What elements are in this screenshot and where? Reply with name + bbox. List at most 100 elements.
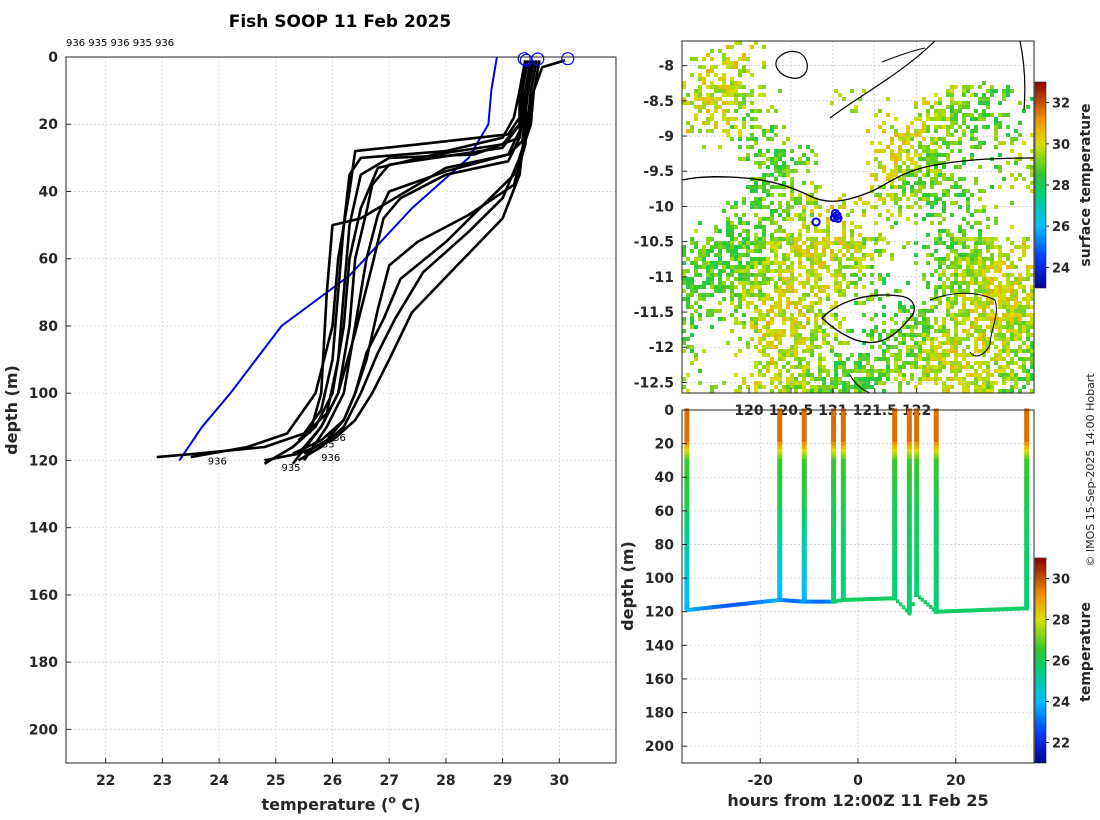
sst-cell xyxy=(826,369,830,373)
sst-cell xyxy=(942,125,946,129)
cast-sample xyxy=(831,502,837,507)
cast-sample xyxy=(840,479,846,483)
sst-cell xyxy=(766,165,770,169)
sst-cell xyxy=(702,121,706,125)
cast-sample xyxy=(684,411,690,416)
sst-cell xyxy=(842,241,846,245)
sst-cell xyxy=(1006,85,1010,89)
cast-sample xyxy=(801,455,807,460)
sst-cell xyxy=(978,297,982,301)
sst-cell xyxy=(1022,241,1026,245)
sst-cell xyxy=(734,321,738,325)
cast-sample xyxy=(1024,418,1030,423)
sst-cell xyxy=(934,269,938,273)
sst-cell xyxy=(982,277,986,281)
sst-cell xyxy=(730,237,734,241)
cast-sample xyxy=(933,593,939,597)
sst-cell xyxy=(754,117,758,121)
sst-cell xyxy=(874,157,878,161)
cast-sample xyxy=(840,418,846,423)
cast-sample xyxy=(1024,576,1030,581)
sst-cell xyxy=(734,89,738,93)
cast-sample xyxy=(684,462,690,466)
cast-sample xyxy=(892,431,898,436)
sst-cell xyxy=(938,297,942,301)
sst-cell xyxy=(686,281,690,285)
sst-cell xyxy=(878,165,882,169)
sst-cell xyxy=(802,305,806,309)
cast-sample xyxy=(801,596,807,601)
sst-cell xyxy=(858,241,862,245)
sst-cell xyxy=(758,197,762,201)
sst-cell xyxy=(910,133,914,137)
sst-cell xyxy=(842,221,846,225)
sst-cell xyxy=(754,245,758,249)
section-y-tick-label: 120 xyxy=(645,605,674,621)
sst-cell xyxy=(970,373,974,377)
sst-cell xyxy=(914,241,918,245)
cast-sample xyxy=(840,539,846,544)
sst-cell xyxy=(814,333,818,337)
sst-cell xyxy=(802,253,806,257)
sst-cell xyxy=(942,113,946,117)
bottom-sample xyxy=(1000,607,1005,612)
cast-sample xyxy=(777,421,783,426)
sst-cell xyxy=(806,317,810,321)
sst-cell xyxy=(794,357,798,361)
sst-cell xyxy=(722,81,726,85)
sst-cell xyxy=(690,277,694,281)
sst-cell xyxy=(774,161,778,165)
sst-cell xyxy=(718,241,722,245)
cast-sample xyxy=(831,542,837,547)
bottom-sample xyxy=(856,597,861,602)
sst-cell xyxy=(1010,289,1014,293)
cast-sample xyxy=(831,515,837,520)
sst-cell xyxy=(762,301,766,305)
cast-sample xyxy=(801,579,807,584)
cast-sample xyxy=(1024,586,1030,591)
sst-cell xyxy=(962,257,966,261)
sst-cell xyxy=(922,101,926,105)
sst-cell xyxy=(962,321,966,325)
cast-sample xyxy=(906,431,912,436)
sst-cell xyxy=(1006,125,1010,129)
sst-cell xyxy=(806,293,810,297)
sst-cell xyxy=(734,269,738,273)
sst-cell xyxy=(862,353,866,357)
cast-sample xyxy=(933,586,939,591)
sst-cell xyxy=(754,293,758,297)
sst-cell xyxy=(958,293,962,297)
sst-cell xyxy=(1014,245,1018,249)
cast-sample xyxy=(933,546,939,550)
sst-cell xyxy=(974,177,978,181)
sst-cell xyxy=(898,145,902,149)
sst-cell xyxy=(918,353,922,357)
sst-cell xyxy=(810,213,814,217)
sst-cell xyxy=(950,89,954,93)
sst-cell xyxy=(702,65,706,69)
sst-cell xyxy=(814,245,818,249)
sst-cell xyxy=(946,125,950,129)
cast-sample xyxy=(1024,428,1030,433)
sst-cell xyxy=(946,133,950,137)
cast-sample xyxy=(831,512,837,517)
sst-cell xyxy=(1014,353,1018,357)
sst-cell xyxy=(782,153,786,157)
sst-cell xyxy=(890,225,894,229)
cast-sample xyxy=(684,549,690,554)
cast-sample xyxy=(840,522,846,527)
sst-cell xyxy=(850,273,854,277)
sst-cell xyxy=(966,197,970,201)
cast-sample xyxy=(684,603,690,607)
sst-cell xyxy=(754,389,758,393)
sst-cell xyxy=(842,237,846,241)
sst-cell xyxy=(954,121,958,125)
sst-cell xyxy=(938,361,942,365)
sst-cell xyxy=(710,245,714,249)
cast-sample xyxy=(906,542,912,547)
cast-sample xyxy=(831,418,837,423)
cast-sample xyxy=(831,532,837,537)
sst-cell xyxy=(790,261,794,265)
sst-cell xyxy=(718,281,722,285)
sst-cell xyxy=(950,237,954,241)
